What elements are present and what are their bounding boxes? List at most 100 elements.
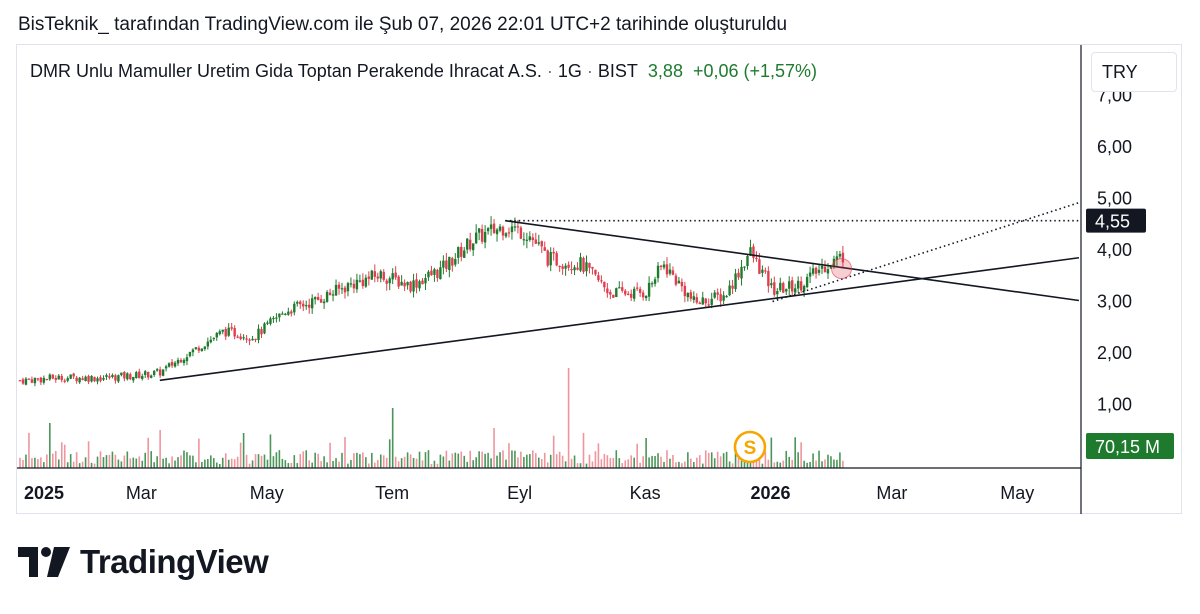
volume-bar [239, 442, 242, 468]
volume-bar [707, 452, 710, 468]
symbol-name[interactable]: DMR Unlu Mamuller Uretim Gida Toptan Per… [30, 61, 542, 81]
currency-button[interactable]: TRY [1091, 52, 1177, 92]
volume-bar [37, 459, 39, 468]
volume-bar [827, 454, 829, 468]
volume-bar [648, 457, 650, 468]
candle [543, 241, 546, 251]
candle [149, 374, 153, 379]
candle [731, 279, 734, 295]
volume-bar [439, 454, 442, 468]
volume-bar [517, 457, 519, 468]
candle [752, 243, 755, 263]
volume-bar [573, 455, 576, 468]
candle [686, 292, 690, 302]
candle [412, 273, 415, 298]
candle [248, 338, 251, 346]
candle [215, 332, 218, 341]
volume-bar [233, 459, 236, 468]
candle [561, 263, 564, 275]
volume-bar [272, 456, 275, 468]
volume-bar [636, 443, 638, 468]
candle [728, 280, 731, 297]
volume-bar [141, 460, 144, 468]
volume-bar [51, 453, 54, 468]
volume-bar [687, 452, 689, 468]
candle [471, 243, 475, 256]
x-tick-label: Mar [126, 483, 157, 503]
volume-bar [78, 463, 81, 468]
candle [656, 262, 660, 283]
volume-bar [502, 450, 504, 468]
volume-bar [40, 457, 42, 468]
event-marker-s[interactable]: S [733, 430, 767, 464]
volume-bar [299, 454, 302, 468]
candle [540, 240, 543, 253]
symbol-interval[interactable]: 1G [557, 61, 582, 81]
candle [549, 247, 552, 272]
volume-bar [520, 451, 522, 468]
volume-bar [433, 460, 436, 468]
candle [466, 238, 469, 254]
volume-bar [564, 461, 567, 468]
volume-bar [430, 463, 433, 468]
candle [427, 270, 430, 281]
candle [796, 276, 800, 293]
volume-bar [356, 452, 358, 468]
candle [603, 281, 606, 292]
tradingview-logo-icon [18, 547, 70, 577]
volume-bar [532, 450, 534, 468]
volume-bar [409, 454, 412, 468]
candle [418, 279, 421, 292]
candle [439, 260, 442, 280]
candle [218, 329, 221, 336]
candle [409, 280, 412, 294]
volume-bar [630, 455, 633, 468]
candle [668, 263, 672, 276]
candle [483, 225, 487, 249]
candle [469, 232, 472, 252]
candle [492, 219, 496, 235]
volume-bar [195, 462, 197, 468]
candle [388, 276, 391, 291]
volume-bar [382, 455, 385, 468]
trendline-falling-resistance[interactable] [505, 219, 1080, 302]
candle [638, 286, 642, 297]
candle [39, 376, 43, 386]
volume-bar [701, 463, 704, 468]
volume-bar [761, 463, 764, 468]
candle [397, 275, 400, 290]
volume-bar [487, 452, 489, 468]
volume-bar [365, 457, 367, 468]
volume-bar [260, 455, 263, 468]
volume-bar [833, 459, 835, 468]
candle [442, 255, 445, 275]
candle [352, 279, 356, 294]
candle [618, 281, 621, 289]
candle [176, 357, 180, 366]
volume-bar [212, 458, 215, 468]
dotted-projection[interactable] [772, 201, 1080, 303]
volume-bar [579, 463, 582, 468]
volume-bar [311, 462, 313, 468]
volume-bar [764, 451, 767, 468]
candle [251, 335, 254, 341]
volume-bar [174, 460, 176, 468]
candle [811, 263, 815, 276]
volume-bar [654, 456, 656, 468]
volume-bar [371, 452, 373, 468]
volume-bar [698, 455, 701, 468]
volume-bar [427, 450, 430, 468]
volume-bar [499, 452, 501, 468]
volume-bar [87, 441, 90, 468]
volume-bar [368, 463, 370, 468]
candle [170, 359, 174, 368]
candle [591, 266, 594, 275]
candle [132, 376, 135, 383]
candle [612, 294, 615, 298]
candle [457, 246, 460, 264]
volume-bar [117, 459, 120, 468]
trendline-rising-support[interactable] [159, 256, 1080, 382]
volume-bar [54, 451, 57, 468]
volume-bar [621, 463, 624, 468]
